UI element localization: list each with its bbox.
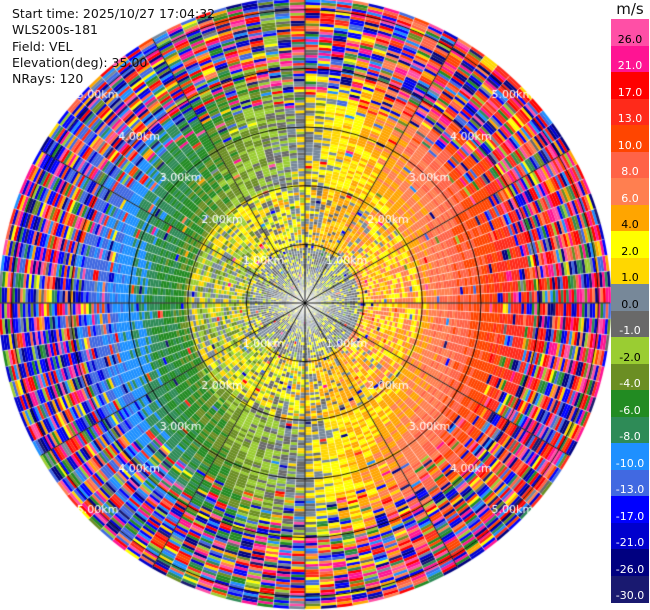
colorbar-tick-label: -8.0 xyxy=(619,430,641,443)
nrays-text: NRays: 120 xyxy=(12,71,84,87)
colorbar-tick-label: 2.0 xyxy=(621,244,639,258)
colorbar-cell xyxy=(611,496,649,523)
colorbar-tick-label: -21.0 xyxy=(615,536,645,549)
colorbar-cell xyxy=(611,549,649,576)
colorbar-tick-label: 8.0 xyxy=(621,165,639,178)
colorbar-tick-label: -26.0 xyxy=(615,562,645,576)
colorbar-tick-label: -1.0 xyxy=(619,324,641,337)
colorbar-cell xyxy=(611,575,649,603)
colorbar: 26.0 21.0 17.0 13.0 10.0 8.0 6.0 4.0 2.0 1.0 0.0 -1… xyxy=(611,19,649,603)
colorbar-tick-label: 10.0 xyxy=(617,138,643,152)
colorbar-cell xyxy=(611,151,649,179)
colorbar-cell xyxy=(611,231,649,258)
colorbar-tick-label: -4.0 xyxy=(619,377,641,390)
colorbar-tick-label: 1.0 xyxy=(621,271,639,284)
colorbar-tick-label: -30.0 xyxy=(615,589,645,602)
colorbar-cell xyxy=(611,257,649,285)
colorbar-tick-label: 6.0 xyxy=(621,191,639,205)
colorbar-tick-label: -2.0 xyxy=(619,350,641,364)
colorbar-cell xyxy=(611,522,649,550)
colorbar-tick-label: -10.0 xyxy=(615,456,645,470)
colorbar-cell xyxy=(611,310,649,338)
colorbar-cell xyxy=(611,416,649,444)
colorbar-tick-label: -6.0 xyxy=(619,403,641,417)
colorbar-cell xyxy=(611,19,649,46)
colorbar-cell xyxy=(611,72,649,99)
colorbar-cell xyxy=(611,363,649,391)
colorbar-cell xyxy=(611,443,649,470)
colorbar-cell xyxy=(611,98,649,126)
start-time-text: Start time: 2025/10/27 17:04:32 xyxy=(12,6,216,21)
field-text: Field: VEL xyxy=(12,38,73,54)
colorbar-cell xyxy=(611,284,649,311)
colorbar-cell xyxy=(611,337,649,364)
colorbar-cell xyxy=(611,390,649,417)
colorbar-tick-label: 21.0 xyxy=(617,59,643,72)
colorbar-tick-label: -13.0 xyxy=(615,483,645,496)
colorbar-cell xyxy=(611,178,649,205)
colorbar-cell xyxy=(611,45,649,73)
colorbar-tick-label: 13.0 xyxy=(617,112,643,125)
colorbar-tick-label: 0.0 xyxy=(621,297,639,311)
colorbar-tick-label: 17.0 xyxy=(617,85,643,99)
colorbar-tick-label: 4.0 xyxy=(621,218,639,231)
colorbar-cell xyxy=(611,125,649,152)
instrument-text: WLS200s-181 xyxy=(12,22,98,38)
info-panel: Start time: 2025/10/27 17:04:32 WLS200s-… xyxy=(12,6,215,87)
colorbar-cell xyxy=(611,204,649,232)
colorbar-unit: m/s xyxy=(616,0,644,18)
colorbar-tick-label: 26.0 xyxy=(617,32,643,46)
colorbar-cell xyxy=(611,469,649,497)
colorbar-tick-label: -17.0 xyxy=(615,509,645,523)
elevation-text: Elevation(deg): 35.00 xyxy=(12,54,148,70)
